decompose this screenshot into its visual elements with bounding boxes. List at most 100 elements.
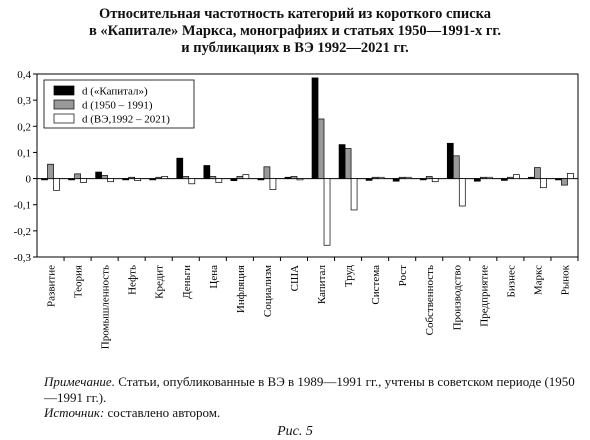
x-tick-label: Труд: [343, 265, 355, 287]
source-label: Источник:: [44, 405, 105, 420]
x-tick-label: Капитал: [316, 265, 328, 305]
x-tick-label: Система: [370, 265, 382, 305]
y-tick-label: 0,4: [17, 69, 31, 81]
y-tick-label: -0,1: [14, 200, 31, 212]
bar: [242, 174, 250, 179]
y-tick-label: -0,2: [14, 226, 31, 238]
source-text: составлено автором.: [104, 405, 221, 420]
bar: [485, 176, 493, 179]
bar: [41, 178, 48, 181]
bar: [365, 178, 373, 181]
bar: [371, 176, 379, 179]
legend-label: d («Капитал»): [82, 86, 148, 98]
bar: [473, 178, 481, 182]
x-tick-label: Нефть: [127, 265, 139, 295]
bar: [540, 178, 547, 189]
figure-label: Рис. 5: [277, 424, 313, 439]
bar: [101, 175, 108, 179]
bar: [501, 178, 508, 181]
x-tick-label: Рост: [397, 265, 409, 287]
bar: [567, 172, 574, 179]
bar: [263, 166, 271, 179]
legend-swatch: [53, 85, 75, 96]
chart-title-line-2: в «Капитале» Маркса, монографиях и стать…: [88, 23, 502, 39]
bar: [528, 176, 535, 179]
bar: [323, 178, 331, 246]
chart-title: Относительная частотность категорий из к…: [0, 6, 590, 57]
bar: [452, 155, 460, 179]
bar: [338, 144, 346, 179]
bar: [176, 157, 184, 179]
x-tick-label: Развитие: [46, 265, 58, 307]
bar: [188, 178, 196, 185]
bar: [425, 176, 433, 179]
bar: [74, 173, 81, 179]
bar: [555, 178, 562, 181]
bar: [182, 176, 190, 179]
bar: [446, 142, 454, 179]
legend-swatch: [53, 99, 75, 110]
bar: [350, 178, 358, 211]
x-tick-label: Социализм: [262, 265, 274, 317]
bar: [215, 178, 223, 183]
bar: [155, 176, 163, 179]
bar: [344, 148, 352, 179]
bar: [107, 178, 114, 183]
bar: [209, 176, 217, 179]
bar: [479, 176, 487, 179]
legend-label: d (ВЭ,1992 – 2021): [82, 114, 170, 126]
bar: [47, 163, 54, 179]
x-tick-label: Теория: [73, 265, 85, 298]
bar: [149, 178, 157, 181]
x-tick-label: Собственность: [424, 265, 436, 335]
bar: [53, 178, 60, 191]
bar: [377, 176, 385, 179]
legend-label: d (1950 – 1991): [82, 100, 153, 112]
x-tick-label: Бизнес: [505, 265, 517, 298]
x-tick-label: США: [289, 265, 301, 291]
bar: [95, 171, 102, 179]
chart-title-line-1: Относительная частотность категорий из к…: [98, 6, 492, 22]
chart-note: Примечание. Статьи, опубликованные в ВЭ …: [44, 374, 584, 406]
bar: [419, 178, 427, 181]
chart-source: Источник: составлено автором.: [44, 405, 220, 421]
y-tick-label: 0: [26, 174, 32, 186]
bar: [311, 77, 319, 179]
x-tick-label: Промышленность: [100, 265, 112, 349]
x-tick-label: Предприятие: [478, 265, 490, 327]
x-tick-label: Кредит: [154, 265, 166, 299]
note-text: Статьи, опубликованные в ВЭ в 1989—1991 …: [44, 374, 575, 405]
x-tick-label: Маркс: [532, 265, 544, 295]
chart-title-line-3: и публикациях в ВЭ 1992—2021 гг.: [181, 40, 409, 56]
bar: [122, 178, 130, 181]
x-tick-label: Рынок: [559, 264, 571, 295]
y-tick-label: -0,3: [14, 252, 32, 264]
x-tick-label: Инфляция: [235, 265, 247, 313]
bar: [128, 176, 136, 179]
bar: [80, 178, 87, 183]
bar: [392, 178, 400, 182]
note-label: Примечание.: [44, 374, 115, 389]
bar: [269, 178, 277, 190]
y-tick-label: 0,1: [17, 147, 31, 159]
bar: [134, 178, 142, 182]
bar: [317, 118, 325, 179]
bar: [236, 176, 244, 179]
bar: [284, 176, 292, 179]
x-tick-label: Цена: [208, 265, 220, 289]
bar: [203, 165, 211, 179]
x-tick-label: Производство: [451, 265, 463, 331]
x-tick-label: Деньги: [181, 265, 193, 299]
bar: [230, 178, 238, 182]
bar: [561, 178, 568, 186]
legend-swatch: [53, 113, 75, 124]
bar: [534, 167, 541, 179]
bar: [404, 176, 412, 179]
bar: [290, 176, 298, 179]
y-tick-label: 0,2: [17, 121, 31, 133]
bar: [398, 176, 406, 179]
bar: [458, 178, 466, 207]
y-tick-label: 0,3: [17, 95, 31, 107]
bar: [257, 178, 265, 181]
